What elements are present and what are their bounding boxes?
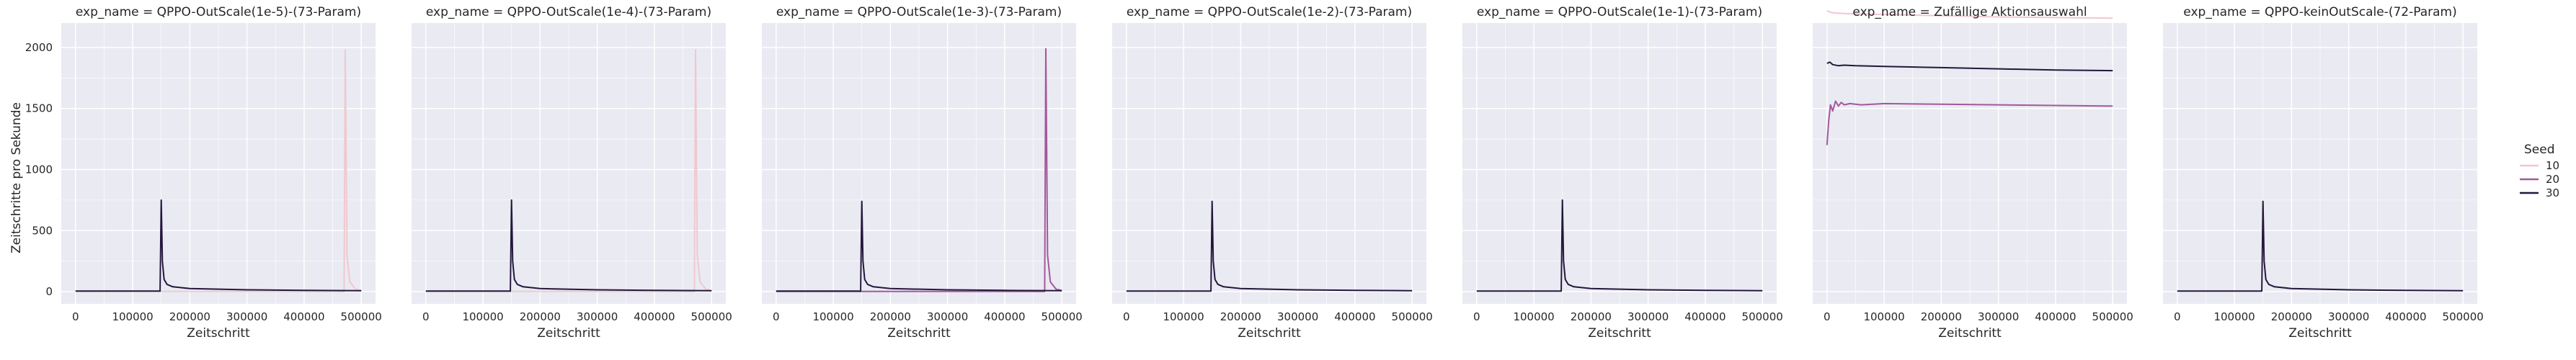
x-tick-label: 0: [72, 310, 79, 323]
x-tick-label: 300000: [226, 310, 267, 323]
legend-label: 20: [2546, 173, 2559, 186]
x-tick-label: 300000: [1978, 310, 2019, 323]
x-axis-label: Zeitschritt: [1238, 326, 1301, 341]
x-tick-label: 100000: [462, 310, 503, 323]
x-tick-label: 100000: [812, 310, 853, 323]
facet-panel: exp_name = Zufällige Aktionsauswahl 0 1000…: [1813, 5, 2133, 341]
panel-title: exp_name = QPPO-OutScale(1e-5)-(73-Param…: [76, 5, 361, 19]
series-line-seed-30: [1826, 61, 2113, 72]
x-tick-label: 400000: [1334, 310, 1375, 323]
y-tick-label: 2000: [25, 41, 53, 54]
panel-title: exp_name = QPPO-OutScale(1e-4)-(73-Param…: [426, 5, 711, 19]
x-tick-label: 300000: [577, 310, 618, 323]
x-tick-label: 200000: [870, 310, 911, 323]
legend-label: 10: [2546, 159, 2559, 172]
y-axis-label: Zeitschritte pro Sekunde: [9, 102, 24, 253]
x-tick-label: 200000: [520, 310, 561, 323]
x-tick-label: 300000: [927, 310, 968, 323]
series-line-seed-10: [75, 49, 362, 292]
x-tick-label: 500000: [1392, 310, 1433, 323]
x-tick-label: 200000: [1220, 310, 1261, 323]
x-tick-label: 200000: [2271, 310, 2312, 323]
series-line-seed-30: [75, 199, 362, 292]
x-tick-label: 500000: [2443, 310, 2484, 323]
x-tick-label: 500000: [1742, 310, 1783, 323]
x-tick-label: 100000: [112, 310, 153, 323]
series-line-seed-20: [776, 48, 1062, 292]
facet-panel: exp_name = QPPO-OutScale(1e-1)-(73-Param…: [1462, 5, 1783, 341]
series-line-seed-30: [2177, 200, 2464, 292]
x-tick-label: 500000: [341, 310, 382, 323]
x-axis-label: Zeitschritt: [537, 326, 600, 341]
x-axis-label: Zeitschritt: [187, 326, 250, 341]
x-tick-label: 0: [2174, 310, 2181, 323]
x-tick-label: 400000: [2385, 310, 2426, 323]
x-tick-label: 100000: [1513, 310, 1554, 323]
x-tick-label: 0: [422, 310, 430, 323]
x-tick-label: 0: [773, 310, 780, 323]
x-tick-label: 0: [1123, 310, 1130, 323]
y-tick-label: 1000: [25, 163, 53, 176]
x-tick-label: 0: [1824, 310, 1831, 323]
panel-title: exp_name = QPPO-keinOutScale-(72-Param): [2183, 5, 2456, 19]
x-tick-label: 400000: [283, 310, 324, 323]
series-line-seed-30: [425, 199, 712, 292]
x-tick-label: 300000: [1277, 310, 1318, 323]
series-line-seed-30: [1126, 200, 1413, 292]
x-tick-label: 300000: [1627, 310, 1669, 323]
series-line-seed-10: [425, 49, 712, 292]
y-tick-label: 500: [32, 224, 53, 237]
facet-panel: exp_name = QPPO-keinOutScale-(72-Param) 0…: [2163, 5, 2484, 341]
panel-title: exp_name = Zufällige Aktionsauswahl: [1852, 5, 2087, 19]
x-tick-label: 400000: [1684, 310, 1726, 323]
panel-title: exp_name = QPPO-OutScale(1e-3)-(73-Param…: [776, 5, 1062, 19]
panel-title: exp_name = QPPO-OutScale(1e-2)-(73-Param…: [1127, 5, 1412, 19]
facet-panel: exp_name = QPPO-OutScale(1e-4)-(73-Param…: [412, 5, 732, 341]
x-tick-label: 200000: [1921, 310, 1962, 323]
x-tick-label: 0: [1473, 310, 1480, 323]
y-tick-label: 1500: [25, 102, 53, 115]
x-tick-label: 100000: [1863, 310, 1904, 323]
x-tick-label: 100000: [2213, 310, 2255, 323]
x-tick-label: 200000: [169, 310, 210, 323]
x-tick-label: 500000: [2092, 310, 2133, 323]
x-axis-label: Zeitschritt: [1588, 326, 1651, 341]
series-line-seed-10: [1826, 10, 2113, 19]
x-tick-label: 400000: [2035, 310, 2076, 323]
x-tick-label: 100000: [1163, 310, 1204, 323]
legend-label: 30: [2546, 186, 2559, 199]
panel-title: exp_name = QPPO-OutScale(1e-1)-(73-Param…: [1477, 5, 1762, 19]
x-tick-label: 300000: [2328, 310, 2369, 323]
legend-title: Seed: [2524, 143, 2555, 157]
x-tick-label: 200000: [1571, 310, 1612, 323]
x-axis-label: Zeitschritt: [1938, 326, 2002, 341]
x-axis-label: Zeitschritt: [887, 326, 951, 341]
facet-panel: exp_name = QPPO-OutScale(1e-2)-(73-Param…: [1112, 5, 1433, 341]
series-line-seed-30: [1476, 199, 1763, 292]
facet-panel: exp_name = QPPO-OutScale(1e-3)-(73-Param…: [762, 5, 1083, 341]
x-tick-label: 400000: [634, 310, 675, 323]
y-tick-label: 0: [45, 285, 53, 298]
x-tick-label: 500000: [691, 310, 732, 323]
x-tick-label: 400000: [984, 310, 1025, 323]
facet-panel: exp_name = QPPO-OutScale(1e-5)-(73-Param…: [25, 5, 382, 341]
series-line-seed-30: [776, 200, 1062, 292]
x-tick-label: 500000: [1041, 310, 1083, 323]
x-axis-label: Zeitschritt: [2288, 326, 2352, 341]
series-line-seed-20: [1826, 100, 2113, 145]
